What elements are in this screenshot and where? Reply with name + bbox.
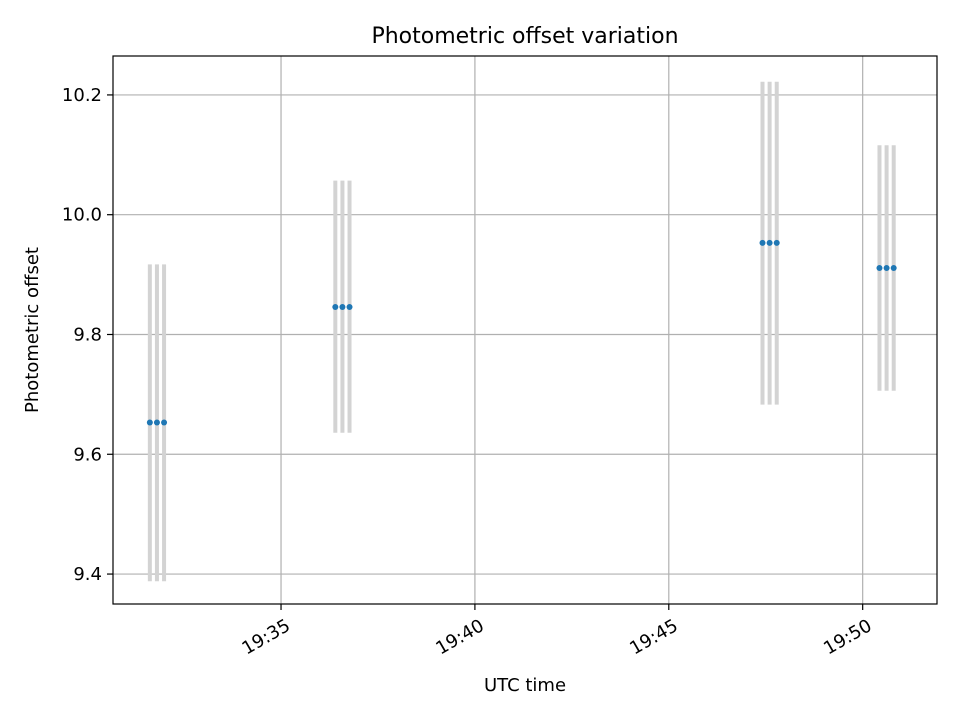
data-points	[146, 239, 897, 426]
grid	[113, 56, 937, 604]
data-point	[883, 265, 890, 272]
data-point	[890, 265, 897, 272]
data-point	[339, 303, 346, 310]
data-point	[876, 265, 883, 272]
data-point	[773, 239, 780, 246]
data-point	[153, 419, 160, 426]
y-tick-label: 10.0	[62, 205, 102, 226]
y-tick-label: 10.2	[62, 85, 102, 106]
data-point	[346, 303, 353, 310]
data-point	[766, 239, 773, 246]
y-axis-ticks: 9.4 9.6 9.8 10.0 10.2	[62, 85, 113, 585]
y-axis-label: Photometric offset	[22, 247, 43, 413]
x-axis-label: UTC time	[484, 675, 566, 696]
data-point	[759, 239, 766, 246]
chart-title: Photometric offset variation	[371, 24, 678, 49]
data-point	[146, 419, 153, 426]
y-tick-label: 9.6	[73, 444, 102, 465]
plot-frame	[112, 55, 938, 605]
y-tick-label: 9.4	[73, 564, 102, 585]
data-point	[332, 303, 339, 310]
y-tick-label: 9.8	[73, 324, 102, 345]
data-point	[161, 419, 168, 426]
